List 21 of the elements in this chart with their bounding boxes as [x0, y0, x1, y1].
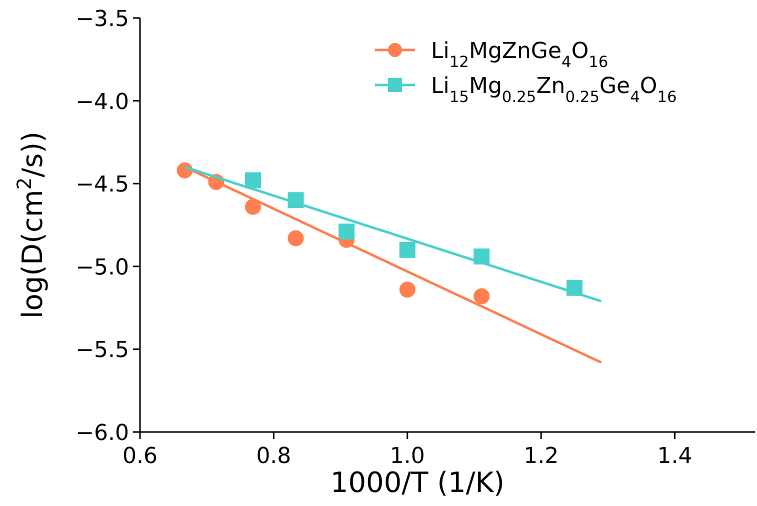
- y-tick-label: −3.5: [76, 7, 129, 32]
- x-axis-title: 1000/T (1/K): [330, 466, 505, 499]
- x-tick-label: 1.2: [524, 444, 559, 469]
- point: [288, 230, 304, 246]
- point: [399, 242, 416, 258]
- x-tick-label: 1.4: [657, 444, 692, 469]
- point: [338, 224, 355, 240]
- point: [474, 288, 490, 304]
- point: [244, 198, 261, 215]
- x-tick-label: 0.6: [122, 444, 158, 469]
- y-tick-label: −4.5: [76, 172, 129, 198]
- point: [244, 172, 261, 188]
- point: [399, 282, 416, 298]
- y-tick-label: −4.0: [76, 90, 129, 115]
- y-tick-label: −5.5: [76, 338, 129, 364]
- legend-label: Li$_{12}$MgZnGe$_{4}$O$_{16}$: [431, 39, 608, 71]
- y-tick-label: −5.0: [76, 255, 129, 280]
- text: Li$_{15}$Mg$_{0.25}$Zn$_{0.25}$Ge$_{4}$O$_{16}$: [431, 74, 677, 106]
- y-tick-label: −6.0: [76, 421, 129, 446]
- x-tick-label: 1.0: [390, 444, 425, 469]
- x-tick-label: 0.8: [256, 444, 292, 469]
